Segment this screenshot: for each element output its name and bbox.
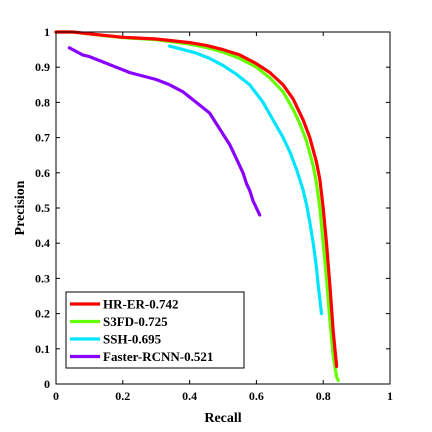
x-tick-label: 0.2 <box>115 389 130 403</box>
y-axis-label: Precision <box>13 180 28 235</box>
y-tick-label: 0.5 <box>35 201 50 215</box>
legend-label: HR-ER-0.742 <box>103 297 178 312</box>
x-tick-label: 0.6 <box>249 389 264 403</box>
y-tick-label: 0.1 <box>35 342 50 356</box>
ticks-layer: 0 0.2 0.4 0.6 0.8 1 0 0.1 0.2 0.3 0.4 0.5 0.6 0.7 0.8 0… <box>35 25 393 403</box>
x-tick-label: 1 <box>387 389 393 403</box>
y-tick-label: 0.3 <box>35 271 50 285</box>
y-tick-label: 0.7 <box>35 131 50 145</box>
y-tick-label: 0.2 <box>35 307 50 321</box>
legend: HR-ER-0.742 S3FD-0.725 SSH-0.695 Faster-RCN… <box>65 291 245 369</box>
x-tick-label: 0.4 <box>182 389 197 403</box>
y-tick-label: 0.9 <box>35 60 50 74</box>
y-tick-label: 0.6 <box>35 166 50 180</box>
y-tick-label: 0 <box>44 377 50 391</box>
x-axis-label: Recall <box>204 411 241 426</box>
series-line-faster-rcnn-0-521 <box>67 46 262 217</box>
y-tick-label: 0.8 <box>35 95 50 109</box>
legend-label: Faster-RCNN-0.521 <box>103 349 213 364</box>
legend-label: S3FD-0.725 <box>103 314 168 329</box>
x-tick-label: 0.8 <box>316 389 331 403</box>
y-tick-label: 0.4 <box>35 236 50 250</box>
legend-label: SSH-0.695 <box>103 332 162 347</box>
series-line-hr-er-0-742 <box>54 30 339 368</box>
y-tick-label: 1 <box>44 25 50 39</box>
series-layer <box>54 30 340 383</box>
series-line-ssh-0-695 <box>168 44 324 316</box>
x-tick-label: 0 <box>53 389 59 403</box>
